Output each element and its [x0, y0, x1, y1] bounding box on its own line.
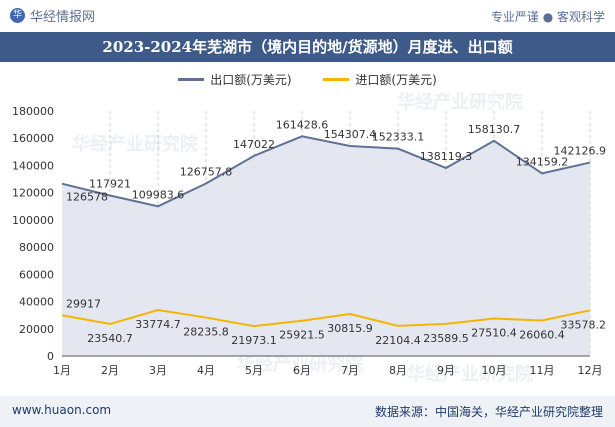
y-tick-label: 160000	[12, 132, 54, 145]
y-tick-label: 100000	[12, 214, 54, 227]
import-data-label: 33578.2	[561, 318, 607, 331]
x-tick-label: 11月	[530, 364, 555, 377]
export-data-label: 154307.4	[324, 128, 377, 141]
export-data-label: 158130.7	[468, 123, 521, 136]
import-data-label: 23540.7	[87, 332, 133, 345]
legend: 出口额(万美元) 进口额(万美元)	[0, 70, 615, 92]
import-data-label: 26060.4	[519, 329, 565, 342]
import-data-label: 30815.9	[327, 322, 373, 335]
watermark-text: 华经产业研究院	[397, 91, 523, 113]
import-data-label: 25921.5	[279, 329, 325, 342]
tagline: 专业严谨 ● 客观科学	[490, 10, 605, 24]
x-tick-label: 8月	[389, 364, 407, 377]
x-tick-label: 12月	[578, 364, 603, 377]
brand[interactable]: 华 华经情报网	[10, 6, 95, 25]
export-data-label: 152333.1	[372, 131, 425, 144]
legend-label-import: 进口额(万美元)	[355, 73, 437, 87]
y-tick-label: 80000	[19, 241, 54, 254]
x-tick-label: 5月	[245, 364, 263, 377]
import-data-label: 29917	[66, 297, 101, 310]
x-tick-label: 1月	[53, 364, 71, 377]
title-bar: 2023-2024年芜湖市（境内目的地/货源地）月度进、出口额	[0, 32, 615, 62]
x-tick-label: 4月	[197, 364, 215, 377]
brand-logo-icon: 华	[10, 8, 25, 23]
watermark-text: 华经产业研究院	[407, 363, 533, 385]
export-line	[61, 135, 591, 208]
import-data-label: 23589.5	[423, 332, 469, 345]
brand-name: 华经情报网	[30, 10, 96, 25]
chart-title: 2023-2024年芜湖市（境内目的地/货源地）月度进、出口额	[102, 38, 513, 56]
export-data-label: 109983.6	[132, 188, 185, 201]
import-data-label: 33774.7	[135, 318, 181, 331]
legend-label-export: 出口额(万美元)	[210, 73, 292, 87]
x-tick-label: 7月	[341, 364, 359, 377]
watermark-text: 华经产业研究院	[237, 353, 363, 375]
export-data-label: 138119.3	[420, 150, 473, 163]
import-data-label: 27510.4	[471, 327, 517, 340]
import-line	[61, 309, 591, 328]
y-tick-label: 120000	[12, 187, 54, 200]
export-data-label: 126757.8	[180, 165, 233, 178]
export-data-label: 126578	[66, 191, 108, 204]
y-tick-label: 0	[47, 350, 54, 363]
x-tick-label: 2月	[101, 364, 119, 377]
export-data-label: 142126.9	[554, 145, 607, 158]
y-tick-label: 60000	[19, 268, 54, 281]
y-tick-label: 180000	[12, 105, 54, 118]
y-tick-label: 140000	[12, 159, 54, 172]
footer-url[interactable]: www.huaon.com	[12, 403, 112, 417]
top-bar: 华 华经情报网 专业严谨 ● 客观科学	[0, 0, 615, 32]
export-data-label: 147022	[233, 138, 275, 151]
export-data-label: 134159.2	[516, 155, 569, 168]
x-tick-label: 10月	[482, 364, 507, 377]
import-data-label: 22104.4	[375, 334, 421, 347]
watermark-text: 华经产业研究院	[72, 133, 198, 155]
footer-source: 数据来源：中国海关，华经产业研究院整理	[374, 405, 603, 419]
import-data-label: 21973.1	[231, 334, 277, 347]
x-tick-label: 3月	[149, 364, 167, 377]
legend-item-import[interactable]: 进口额(万美元)	[323, 71, 437, 88]
import-data-label: 28235.8	[183, 326, 229, 339]
x-tick-label: 9月	[437, 364, 455, 377]
export-data-label: 117921	[89, 177, 131, 190]
footer: www.huaon.com 数据来源：中国海关，华经产业研究院整理	[0, 396, 615, 427]
legend-swatch-export	[178, 78, 205, 81]
export-data-label: 161428.6	[276, 118, 329, 131]
y-tick-label: 20000	[19, 323, 54, 336]
legend-item-export[interactable]: 出口额(万美元)	[178, 71, 292, 88]
legend-swatch-import	[323, 78, 350, 81]
export-area	[62, 136, 590, 356]
y-tick-label: 40000	[19, 296, 54, 309]
x-tick-label: 6月	[293, 364, 311, 377]
